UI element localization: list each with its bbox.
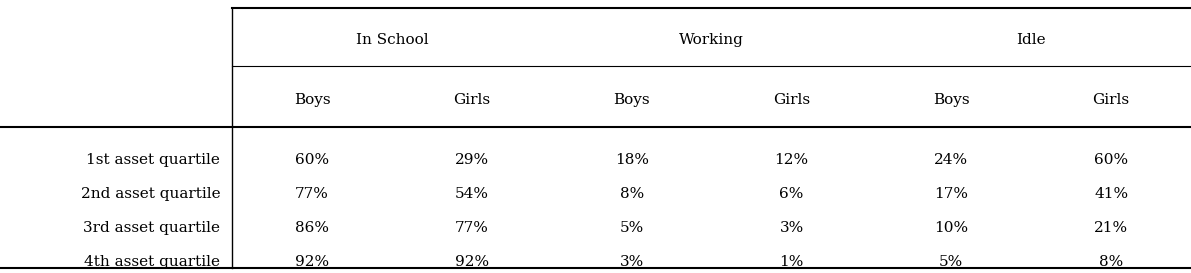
Text: 77%: 77% <box>295 187 329 201</box>
Text: Girls: Girls <box>454 93 491 107</box>
Text: In School: In School <box>356 32 429 47</box>
Text: 77%: 77% <box>455 221 488 235</box>
Text: 3%: 3% <box>619 255 644 269</box>
Text: Working: Working <box>679 32 744 47</box>
Text: 3%: 3% <box>779 221 804 235</box>
Text: 6%: 6% <box>779 187 804 201</box>
Text: 17%: 17% <box>934 187 968 201</box>
Text: 1st asset quartile: 1st asset quartile <box>87 153 220 167</box>
Text: 24%: 24% <box>934 153 968 167</box>
Text: 2nd asset quartile: 2nd asset quartile <box>81 187 220 201</box>
Text: 18%: 18% <box>615 153 649 167</box>
Text: 8%: 8% <box>619 187 644 201</box>
Text: 92%: 92% <box>295 255 329 269</box>
Text: Girls: Girls <box>773 93 810 107</box>
Text: 3rd asset quartile: 3rd asset quartile <box>83 221 220 235</box>
Text: 1%: 1% <box>779 255 804 269</box>
Text: 4th asset quartile: 4th asset quartile <box>85 255 220 269</box>
Text: 21%: 21% <box>1095 221 1128 235</box>
Text: Boys: Boys <box>294 93 330 107</box>
Text: 86%: 86% <box>295 221 329 235</box>
Text: 5%: 5% <box>940 255 964 269</box>
Text: 29%: 29% <box>455 153 490 167</box>
Text: 41%: 41% <box>1095 187 1128 201</box>
Text: 10%: 10% <box>934 221 968 235</box>
Text: 60%: 60% <box>295 153 329 167</box>
Text: Idle: Idle <box>1016 32 1046 47</box>
Text: Boys: Boys <box>933 93 969 107</box>
Text: Girls: Girls <box>1092 93 1130 107</box>
Text: 12%: 12% <box>774 153 809 167</box>
Text: 5%: 5% <box>619 221 644 235</box>
Text: 54%: 54% <box>455 187 490 201</box>
Text: 8%: 8% <box>1099 255 1123 269</box>
Text: Boys: Boys <box>613 93 650 107</box>
Text: 92%: 92% <box>455 255 490 269</box>
Text: 60%: 60% <box>1095 153 1128 167</box>
